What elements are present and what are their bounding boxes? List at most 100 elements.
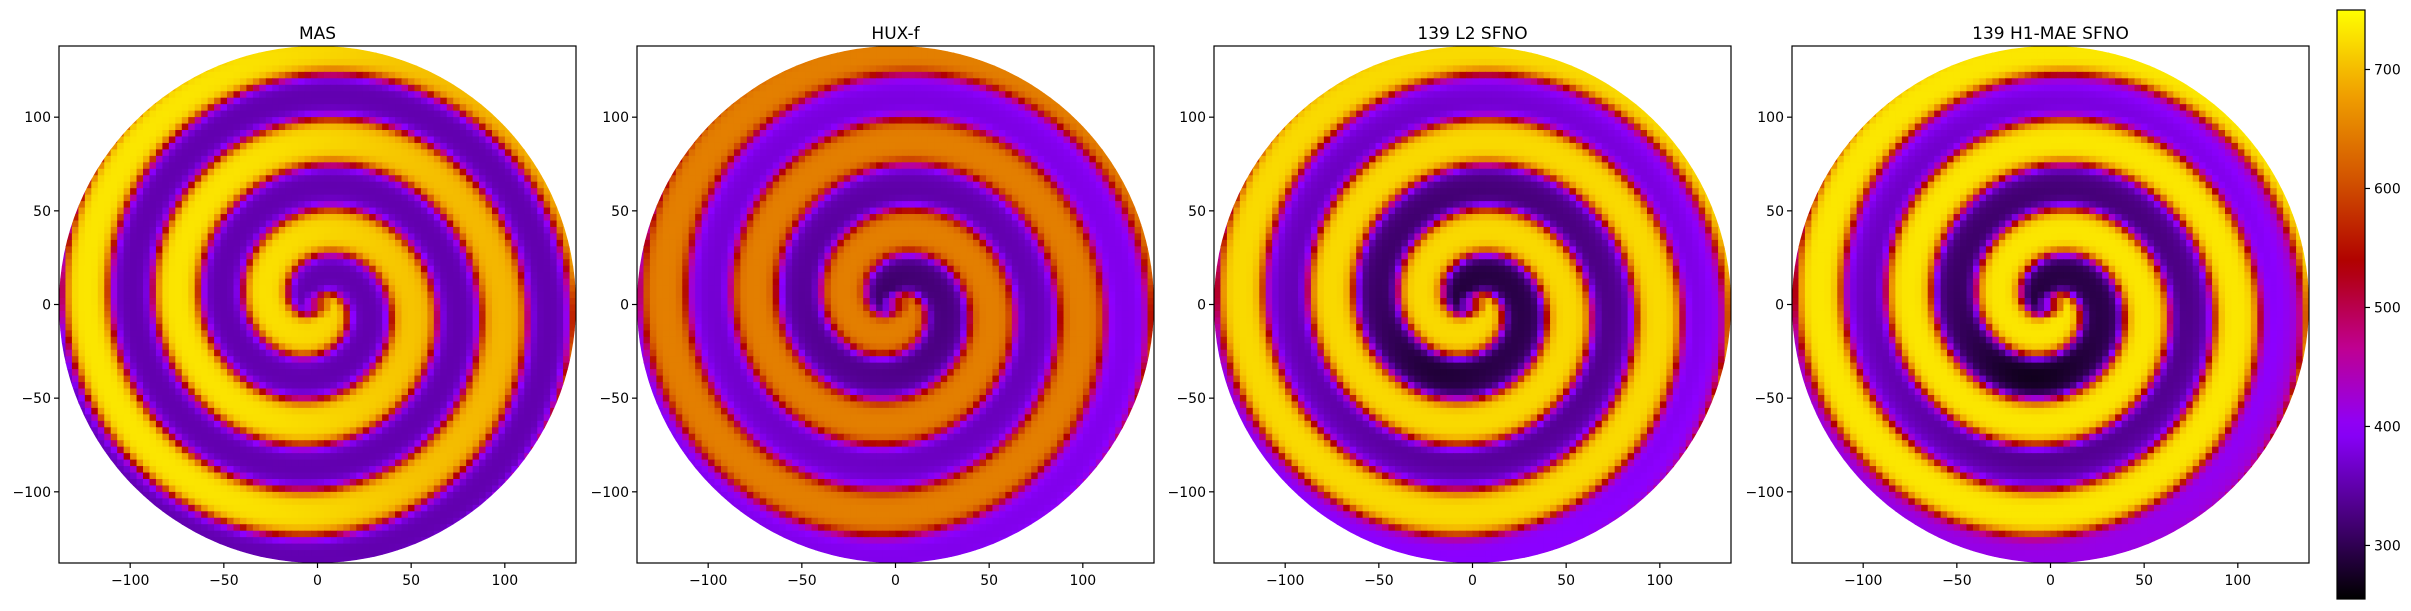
- heatmap-cell: [395, 272, 403, 280]
- heatmap-cell: [498, 214, 506, 222]
- heatmap-cell: [265, 394, 273, 403]
- heatmap-cell: [407, 162, 416, 170]
- heatmap-cell: [220, 181, 228, 189]
- heatmap-cell: [362, 52, 370, 60]
- heatmap-cell: [543, 420, 551, 428]
- heatmap-cell: [207, 478, 215, 487]
- heatmap-cell: [343, 149, 351, 157]
- heatmap-cell: [466, 214, 474, 222]
- heatmap-cell: [530, 278, 538, 286]
- heatmap-cell: [110, 259, 118, 267]
- heatmap-cell: [453, 110, 461, 118]
- heatmap-cell: [388, 117, 396, 125]
- heatmap-cell: [136, 336, 144, 344]
- heatmap-cell: [220, 394, 228, 403]
- heatmap-cell: [395, 349, 403, 357]
- heatmap-cell: [130, 291, 138, 299]
- heatmap-cell: [491, 369, 500, 377]
- heatmap-cell: [97, 175, 105, 183]
- heatmap-cell: [272, 317, 280, 325]
- heatmap-cell: [162, 414, 170, 422]
- heatmap-cell: [168, 91, 176, 99]
- heatmap-cell: [550, 278, 558, 286]
- heatmap-cell: [227, 91, 235, 99]
- heatmap-cell: [291, 323, 299, 331]
- heatmap-cell: [220, 504, 228, 512]
- heatmap-cell: [330, 401, 338, 409]
- heatmap-cell: [401, 194, 409, 202]
- heatmap-cell: [407, 453, 416, 461]
- heatmap-cell: [466, 175, 474, 183]
- heatmap-cell: [168, 272, 176, 280]
- heatmap-cell: [175, 504, 183, 512]
- heatmap-cell: [130, 194, 138, 202]
- heatmap-cell: [78, 194, 86, 202]
- heatmap-cell: [155, 369, 163, 377]
- heatmap-cell: [349, 136, 357, 144]
- heatmap-cell: [201, 291, 209, 299]
- heatmap-cell: [511, 162, 519, 170]
- heatmap-cell: [317, 175, 325, 183]
- heatmap-cell: [259, 214, 267, 222]
- heatmap-cell: [369, 362, 377, 370]
- heatmap-cell: [330, 246, 338, 254]
- heatmap-cell: [278, 498, 286, 506]
- heatmap-cell: [336, 58, 344, 66]
- heatmap-cell: [407, 466, 416, 474]
- heatmap-cell: [362, 304, 370, 312]
- heatmap-cell: [343, 97, 351, 105]
- heatmap-cell: [401, 323, 409, 331]
- heatmap-cell: [537, 407, 545, 415]
- heatmap-cell: [479, 369, 487, 377]
- heatmap-cell: [446, 304, 454, 312]
- heatmap-cell: [382, 336, 390, 344]
- heatmap-cell: [239, 304, 248, 312]
- heatmap-cell: [466, 414, 474, 422]
- heatmap-cell: [181, 71, 189, 79]
- heatmap-cell: [291, 298, 299, 306]
- heatmap-cell: [491, 498, 500, 506]
- heatmap-cell: [382, 375, 390, 383]
- heatmap-cell: [259, 259, 267, 267]
- heatmap-cell: [453, 272, 461, 280]
- heatmap-cell: [207, 453, 215, 461]
- heatmap-cell: [181, 181, 189, 189]
- heatmap-cell: [440, 291, 448, 299]
- heatmap-cell: [395, 233, 403, 241]
- heatmap-cell: [97, 375, 105, 383]
- heatmap-cell: [259, 414, 267, 422]
- heatmap-cell: [349, 168, 357, 176]
- heatmap-cell: [162, 291, 170, 299]
- heatmap-cell: [440, 388, 448, 396]
- heatmap-cell: [524, 427, 532, 435]
- heatmap-cell: [382, 478, 390, 487]
- heatmap-cell: [511, 220, 519, 228]
- heatmap-cell: [336, 498, 344, 506]
- heatmap-cell: [207, 310, 215, 319]
- heatmap-cell: [220, 388, 228, 396]
- heatmap-cell: [272, 291, 280, 299]
- heatmap-cell: [369, 304, 377, 312]
- heatmap-cell: [298, 369, 306, 377]
- heatmap-cell: [459, 259, 467, 267]
- heatmap-cell: [97, 440, 105, 448]
- heatmap-cell: [291, 382, 299, 390]
- heatmap-cell: [65, 272, 73, 280]
- heatmap-cell: [259, 207, 267, 215]
- heatmap-cell: [395, 356, 403, 364]
- heatmap-cell: [201, 71, 209, 79]
- heatmap-cell: [168, 420, 176, 428]
- heatmap-cell: [530, 349, 538, 357]
- heatmap-cell: [298, 233, 306, 241]
- heatmap-cell: [362, 188, 370, 196]
- heatmap-cell: [530, 162, 538, 170]
- heatmap-cell: [246, 136, 254, 144]
- heatmap-cell: [479, 310, 487, 319]
- heatmap-cell: [336, 117, 344, 125]
- heatmap-cell: [362, 323, 370, 331]
- heatmap-cell: [517, 207, 525, 215]
- heatmap-cell: [343, 52, 351, 60]
- heatmap-cell: [117, 336, 125, 344]
- heatmap-cell: [388, 440, 396, 448]
- heatmap-cell: [401, 252, 409, 260]
